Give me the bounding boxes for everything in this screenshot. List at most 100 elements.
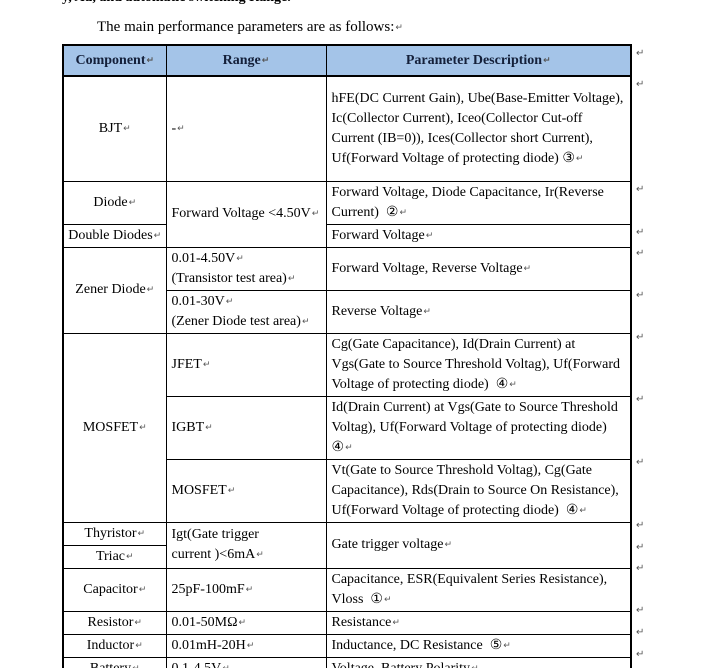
cell-resistor-range: 0.01-50MΩ↵ [165, 610, 327, 635]
row-mosfet: MOSFET↵ Vt(Gate to Source Threshold Volt… [63, 458, 632, 523]
row-jfet: MOSFET↵ JFET↵ Cg(Gate Capacitance), Id(D… [62, 332, 632, 523]
end-of-cell-mark: ↵ [123, 123, 131, 134]
header-range: Range↵ [165, 44, 327, 77]
cell-inductor-component: Inductor↵ [62, 633, 167, 658]
row-diode: Diode↵ Forward Voltage <4.50V↵ Forward V… [62, 180, 632, 248]
end-of-cell-mark: ↵ [287, 273, 296, 284]
cell-battery-description: Voltage, Battery Polarity↵ [325, 656, 632, 668]
line-break-mark: ↵ [225, 296, 234, 307]
end-of-cell-mark: ↵ [311, 209, 320, 219]
header-parameter-description: Parameter Description↵ [325, 44, 632, 77]
cell-thyristor-triac-description: Gate trigger voltage↵ [325, 521, 632, 569]
end-of-cell-mark: ↵ [301, 316, 310, 327]
end-of-row-mark: ↵ [636, 227, 645, 238]
cell-inductor-range: 0.01mH-20H↵ [165, 633, 327, 658]
cell-battery-range: 0.1-4.5V↵ [165, 656, 327, 668]
row-zener-2: 0.01-30V↵ (Zener Diode test area)↵ Revers… [63, 289, 632, 334]
cell-capacitor-description: Capacitance, ESR(Equivalent Series Resis… [325, 567, 632, 612]
end-of-row-mark: ↵ [636, 520, 645, 531]
end-of-cell-mark: ↵ [256, 550, 264, 560]
end-of-cell-mark: ↵ [423, 306, 431, 317]
end-of-row-mark: ↵ [636, 542, 645, 553]
clipped-text-line: y, Au, and automatic switching Range. [62, 0, 662, 8]
end-of-cell-mark: ↵ [579, 505, 587, 516]
cell-battery-component: Battery↵ [62, 656, 167, 668]
end-of-cell-mark: ↵ [261, 55, 270, 66]
cell-capacitor-component: Capacitor↵ [62, 567, 167, 612]
cell-diode-range: Forward Voltage <4.50V↵ [165, 180, 327, 248]
end-of-row-mark: ↵ [636, 48, 645, 59]
paragraph-mark: ↵ [395, 23, 403, 33]
end-of-row-mark: ↵ [636, 248, 645, 259]
cell-mosfet-component: MOSFET↵ [62, 332, 167, 523]
row-double-diodes: Double Diodes↵ Forward Voltage↵ [62, 223, 632, 248]
row-battery: Battery↵ 0.1-4.5V↵ Voltage, Battery Pola… [62, 656, 632, 668]
end-of-cell-mark: ↵ [135, 640, 143, 651]
end-of-cell-mark: ↵ [132, 664, 140, 668]
end-of-cell-mark: ↵ [345, 442, 353, 453]
cell-thyristor-triac-range: Igt(Gate trigger current )<6mA↵ [165, 521, 327, 569]
end-of-row-mark: ↵ [636, 332, 645, 343]
end-of-row-mark: ↵ [636, 184, 645, 195]
intro-paragraph: The main performance parameters are as f… [97, 19, 403, 36]
end-of-cell-mark: ↵ [444, 540, 452, 550]
end-of-cell-mark: ↵ [126, 551, 134, 562]
row-triac: Triac↵ [62, 544, 631, 569]
row-thyristor: Thyristor↵ Igt(Gate trigger current )<6mA… [62, 521, 632, 569]
row-igbt: IGBT↵ Id(Drain Current) at Vgs(Gate to S… [63, 395, 632, 460]
end-of-cell-mark: ↵ [543, 55, 551, 66]
end-of-row-mark: ↵ [636, 627, 645, 638]
cell-bjt-range: -↵ [165, 75, 327, 182]
cell-zener-range-2: 0.01-30V↵ (Zener Diode test area)↵ [165, 289, 327, 334]
end-of-cell-mark: ↵ [153, 230, 162, 241]
end-of-cell-mark: ↵ [383, 594, 392, 605]
clipped-text: y, Au, and automatic switching Range. [62, 0, 662, 6]
end-of-cell-mark: ↵ [509, 379, 517, 390]
end-of-cell-mark: ↵ [222, 664, 230, 668]
row-capacitor: Capacitor↵ 25pF-100mF↵ Capacitance, ESR(… [62, 567, 632, 612]
row-resistor: Resistor↵ 0.01-50MΩ↵ Resistance↵ [62, 610, 632, 635]
row-zener-1: Zener Diode↵ 0.01-4.50V↵ (Transistor test… [62, 246, 632, 334]
row-bjt: BJT↵ -↵ hFE(DC Current Gain), Ube(Base-E… [62, 75, 632, 182]
end-of-row-mark: ↵ [636, 290, 645, 301]
parameters-table: Component↵ Range↵ Parameter Description↵… [62, 44, 632, 668]
cell-bjt-description: hFE(DC Current Gain), Ube(Base-Emitter V… [325, 75, 632, 182]
cell-resistor-component: Resistor↵ [62, 610, 167, 635]
cell-inductor-description: Inductance, DC Resistance ⑤↵ [325, 633, 632, 658]
end-of-cell-mark: ↵ [471, 664, 479, 668]
cell-jfet-range: JFET↵ [165, 332, 327, 397]
end-of-row-mark: ↵ [636, 649, 645, 660]
end-of-cell-mark: ↵ [425, 230, 434, 241]
end-of-row-mark: ↵ [636, 394, 645, 405]
end-of-cell-mark: ↵ [146, 285, 155, 295]
cell-capacitor-range: 25pF-100mF↵ [165, 567, 327, 612]
end-of-cell-mark: ↵ [523, 263, 532, 274]
end-of-cell-mark: ↵ [503, 640, 511, 651]
end-of-row-mark: ↵ [636, 605, 645, 616]
end-of-row-mark: ↵ [636, 79, 645, 90]
row-inductor: Inductor↵ 0.01mH-20H↵ Inductance, DC Res… [62, 633, 632, 658]
end-of-cell-mark: ↵ [138, 584, 147, 595]
cell-zener-description-2: Reverse Voltage↵ [325, 289, 632, 334]
cell-bjt-component: BJT↵ [62, 75, 167, 182]
cell-zener-description-1: Forward Voltage, Reverse Voltage↵ [325, 246, 632, 291]
end-of-cell-mark: ↵ [238, 617, 247, 628]
cell-jfet-description: Cg(Gate Capacitance), Id(Drain Current) … [325, 332, 632, 397]
end-of-cell-mark: ↵ [177, 123, 185, 134]
cell-double-diodes-component: Double Diodes↵ [62, 223, 167, 248]
end-of-cell-mark: ↵ [246, 640, 255, 651]
cell-mosfet-range: MOSFET↵ [165, 458, 327, 523]
end-of-cell-mark: ↵ [128, 197, 137, 208]
end-of-cell-mark: ↵ [575, 153, 584, 164]
cell-igbt-description: Id(Drain Current) at Vgs(Gate to Source … [325, 395, 632, 460]
cell-resistor-description: Resistance↵ [325, 610, 632, 635]
end-of-cell-mark: ↵ [399, 207, 408, 218]
intro-text: The main performance parameters are as f… [97, 19, 395, 35]
cell-zener-range-1: 0.01-4.50V↵ (Transistor test area)↵ [165, 246, 327, 291]
cell-mosfet-description: Vt(Gate to Source Threshold Voltag), Cg(… [325, 458, 632, 523]
header-component: Component↵ [62, 44, 167, 77]
cell-thyristor-component: Thyristor↵ [62, 521, 167, 546]
end-of-cell-mark: ↵ [134, 617, 142, 628]
cell-diode-component: Diode↵ [62, 180, 167, 225]
